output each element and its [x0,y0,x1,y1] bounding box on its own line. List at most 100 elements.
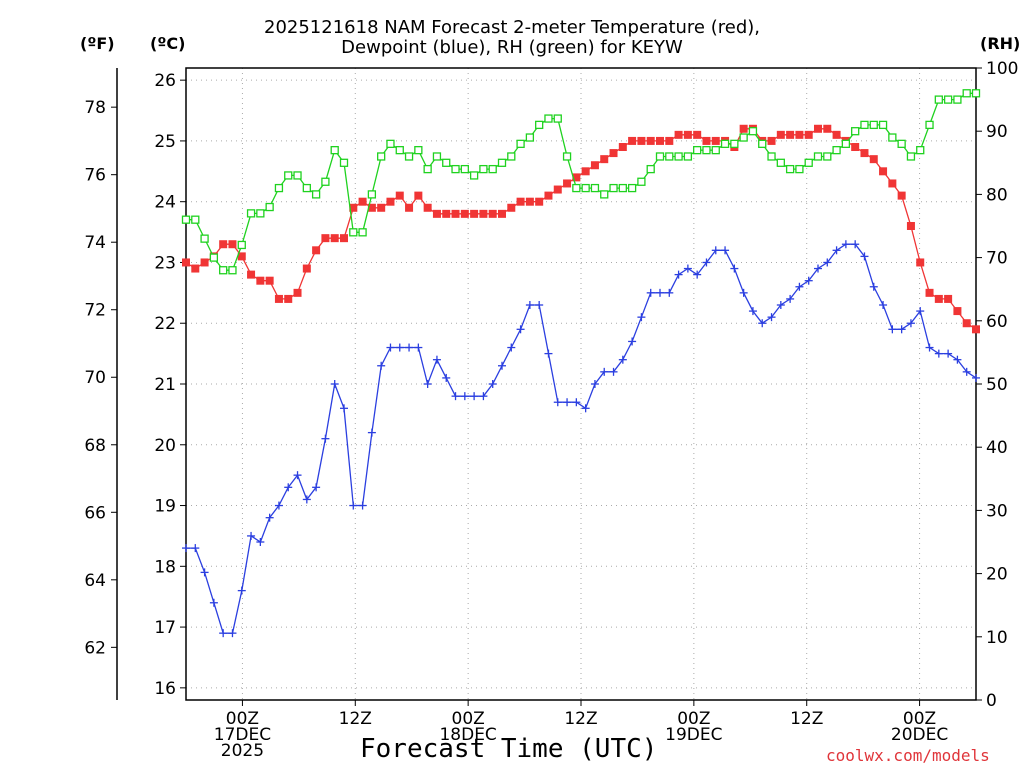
rh-point [386,139,395,148]
rh-point [516,139,525,148]
temperature-point [516,197,525,206]
rh-point [562,152,572,161]
temperature-series [182,124,980,334]
dewpoint-point [228,629,237,638]
dewpoint-point [302,495,311,504]
rh-point [535,120,544,130]
dewpoint-point [432,355,441,364]
temperature-point [888,179,897,188]
rh-point [618,183,627,193]
temperature-point [479,209,488,218]
temperature-point [823,124,832,133]
temperature-point [237,252,246,261]
temperature-point [739,124,748,133]
dewpoint-point [442,373,451,382]
rh-point [590,183,600,193]
temperature-point [488,209,497,218]
dewpoint-point [200,568,209,577]
dewpoint-point [470,392,479,401]
rh-tick-label: 90 [986,122,1008,142]
dewpoint-point [535,301,544,309]
dewpoint-point [767,313,776,322]
dewpoint-point [479,392,488,401]
rh-point [237,240,246,250]
rh-point [377,152,386,161]
dewpoint-point [349,501,358,510]
dewpoint-point [702,258,711,267]
temperature-point [302,264,311,273]
temperature-point [432,209,441,218]
dewpoint-point [525,301,534,309]
dewpoint-point [284,483,293,492]
dewpoint-point [609,367,618,376]
temperature-point [284,294,293,303]
celsius-tick-label: 18 [154,557,176,577]
dewpoint-point [795,282,804,291]
dewpoint-point [423,380,432,388]
x-tick-label: 00Z [226,709,259,729]
rh-point [200,234,209,243]
dewpoint-point [693,270,702,279]
dewpoint-point [498,361,506,370]
temperature-point [944,294,953,303]
rh-point [181,215,191,224]
dewpoint-point [637,313,646,322]
dewpoint-point [247,531,256,540]
temperature-point [934,294,943,303]
celsius-tick-label: 17 [154,618,176,638]
rh-point [219,266,228,275]
rh-point [655,152,665,161]
rh-tick-label: 50 [986,375,1008,395]
temperature-point [637,136,646,145]
temperature-point [386,197,395,206]
dewpoint-line [186,243,977,634]
dewpoint-point [851,240,860,249]
temperature-point [683,130,692,139]
temperature-point [544,191,553,200]
dewpoint-point [563,398,572,407]
temperature-point [906,222,915,230]
rh-point [683,152,693,161]
temperature-point [265,276,274,285]
rh-point [469,171,479,180]
rh-point [804,158,813,167]
dewpoint-point [823,258,832,267]
dewpoint-point [656,288,664,297]
rh-point [209,253,219,262]
x-tick-label: 12Z [790,709,823,729]
temperature-point [618,143,627,151]
rh-tick-label: 100 [986,59,1018,79]
dewpoint-point [618,355,627,364]
rh-point [953,95,962,104]
temperature-point [851,143,860,151]
temperature-point [702,136,711,145]
dewpoint-point [841,240,850,249]
temperature-point [321,234,330,243]
celsius-tick-label: 26 [154,71,176,91]
dewpoint-point [590,380,599,388]
rh-point [860,120,869,130]
temperature-point [191,264,200,273]
x-tick-label: 00Z [677,709,710,729]
dewpoint-point [944,349,953,358]
dewpoint-point [321,434,330,443]
rh-point [432,152,442,161]
fahrenheit-tick-label: 66 [84,503,106,523]
rh-point [720,139,730,148]
temperature-point [247,270,256,279]
dewpoint-point [962,367,971,376]
x-tick-label: 17DEC [214,725,271,745]
x-tick-label: 00Z [452,709,485,729]
dewpoint-point [934,349,943,358]
dewpoint-point [460,392,469,401]
dewpoint-point [312,483,321,492]
temperature-point [535,197,544,206]
temperature-point [674,130,683,139]
temperature-point [460,209,469,218]
temperature-point [814,124,822,133]
rh-point [302,183,311,193]
rh-point [609,183,618,193]
dewpoint-point [888,325,897,334]
dewpoint-point [879,301,888,309]
rh-point [553,114,562,123]
